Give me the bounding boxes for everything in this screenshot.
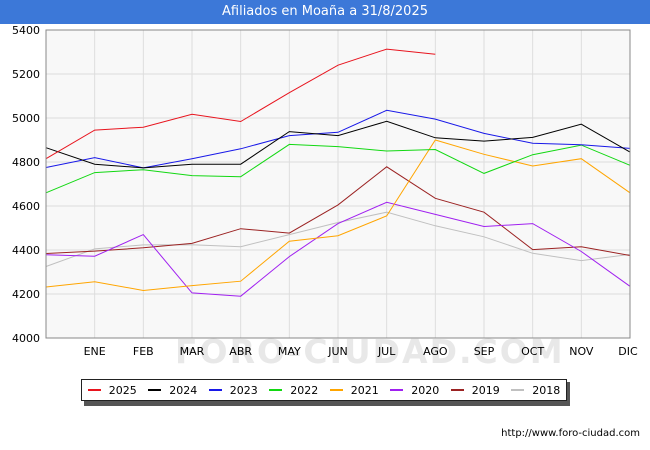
legend-swatch <box>269 389 283 391</box>
legend-label: 2020 <box>411 383 440 397</box>
x-tick-label: SEP <box>474 345 495 358</box>
legend-label: 2021 <box>350 383 379 397</box>
x-axis-ticks: ENE FEB MAR ABR MAY JUN JUL AGO SEP OCT NOV DIC <box>84 345 638 358</box>
legend-label: 2019 <box>471 383 500 397</box>
y-tick-label: 4200 <box>12 288 40 301</box>
series-line-2024 <box>45 120 631 169</box>
x-tick-label: ABR <box>229 345 252 358</box>
legend-label: 2024 <box>169 383 198 397</box>
legend: 2025 2024 2023 2022 2021 2020 2019 2018 <box>81 379 567 401</box>
legend-item-2023: 2023 <box>208 383 258 397</box>
y-axis-ticks: 4000 4200 4400 4600 4800 5000 5200 5400 <box>12 24 40 345</box>
legend-swatch <box>87 389 101 391</box>
legend-swatch <box>208 389 222 391</box>
legend-swatch <box>390 389 404 391</box>
series-line-2020 <box>45 201 631 297</box>
y-tick-label: 4000 <box>12 332 40 345</box>
source-url: http://www.foro-ciudad.com <box>501 428 640 439</box>
legend-label: 2018 <box>532 383 561 397</box>
series-line-2022 <box>45 143 631 194</box>
x-tick-label: DIC <box>618 345 638 358</box>
legend-swatch <box>511 389 525 391</box>
legend-swatch <box>329 389 343 391</box>
chart-title: Afiliados en Moaña a 31/8/2025 <box>222 4 428 19</box>
legend-item-2021: 2021 <box>329 383 379 397</box>
plot-border <box>45 29 631 339</box>
legend-item-2020: 2020 <box>390 384 439 397</box>
series-lines <box>45 48 631 297</box>
legend-item-2018: 2018 <box>511 384 560 397</box>
legend-item-2024: 2024 <box>148 384 197 397</box>
legend-label: 2025 <box>108 383 137 397</box>
y-tick-label: 4800 <box>12 156 40 169</box>
series-line-2019 <box>45 166 631 256</box>
x-tick-label: JUL <box>377 345 396 358</box>
series-line-2018 <box>45 211 631 267</box>
y-tick-label: 5000 <box>12 112 40 125</box>
y-tick-label: 5200 <box>12 68 40 81</box>
y-tick-label: 4400 <box>12 244 40 257</box>
x-tick-label: MAR <box>180 345 205 358</box>
x-tick-label: ENE <box>84 345 106 358</box>
series-line-2021 <box>45 139 631 292</box>
y-tick-label: 5400 <box>12 24 40 37</box>
legend-label: 2022 <box>290 383 319 397</box>
x-tick-label: OCT <box>521 345 544 358</box>
line-chart: 4000 4200 4400 4600 4800 5000 5200 5400 ENE FEB M… <box>12 24 638 358</box>
legend-swatch <box>450 389 464 391</box>
legend-item-2019: 2019 <box>450 383 500 397</box>
title-bar: Afiliados en Moaña a 31/8/2025 <box>0 0 650 24</box>
legend-swatch <box>148 389 162 391</box>
y-tick-label: 4600 <box>12 200 40 213</box>
legend-item-2025: 2025 <box>87 383 137 397</box>
legend-item-2022: 2022 <box>269 384 318 397</box>
x-tick-label: MAY <box>278 345 301 358</box>
x-tick-label: NOV <box>569 345 594 358</box>
x-tick-label: FEB <box>133 345 154 358</box>
x-tick-label: JUN <box>327 345 348 358</box>
x-tick-label: AGO <box>423 345 448 358</box>
series-line-2025 <box>45 48 436 160</box>
legend-label: 2023 <box>229 383 258 397</box>
